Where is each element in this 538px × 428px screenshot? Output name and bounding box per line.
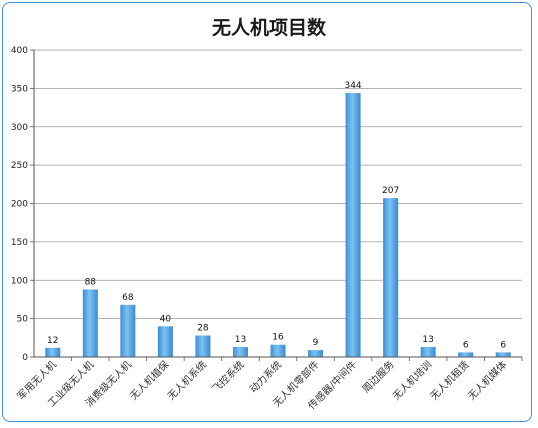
data-label: 207	[382, 186, 399, 196]
y-tick-label: 200	[11, 200, 28, 210]
chart-title: 无人机项目数	[211, 17, 326, 39]
data-label: 13	[422, 335, 433, 345]
bar	[120, 304, 136, 357]
y-tick-label: 150	[11, 238, 28, 248]
data-label: 88	[85, 277, 97, 287]
y-tick-label: 100	[11, 276, 28, 286]
data-labels: 12 88 68 40 28 13 16 9 344 207 13 6 6	[47, 81, 506, 350]
bar	[45, 347, 61, 357]
bar	[458, 352, 474, 357]
x-tick-label: 无人机租赁	[427, 358, 472, 403]
y-tick-label: 50	[17, 315, 29, 325]
bar	[195, 335, 211, 357]
bar	[157, 326, 173, 357]
y-tick-label: 350	[11, 84, 28, 94]
bar	[383, 198, 399, 357]
data-label: 12	[47, 336, 58, 346]
bar	[270, 344, 286, 357]
bar	[232, 347, 248, 357]
x-tick-label: 动力系统	[247, 358, 284, 395]
data-label: 344	[344, 81, 361, 91]
data-label: 16	[272, 333, 284, 343]
y-tick-label: 0	[22, 353, 28, 363]
gridlines	[34, 49, 522, 320]
data-label: 68	[122, 293, 134, 303]
x-tick-label: 无人机植保	[127, 358, 172, 403]
x-tick-label: 无人机系统	[164, 358, 209, 403]
bar	[495, 352, 511, 357]
bar	[308, 350, 324, 357]
data-label: 6	[463, 340, 469, 350]
data-label: 28	[197, 324, 209, 334]
data-label: 13	[235, 335, 246, 345]
data-label: 40	[160, 314, 172, 324]
y-tick-label: 250	[11, 161, 28, 171]
data-label: 9	[313, 338, 319, 348]
x-tick-label: 无人机培训	[390, 358, 435, 403]
bars	[45, 92, 511, 357]
x-tick-label: 飞控系统	[209, 358, 246, 395]
y-tick-label: 400	[11, 46, 28, 56]
y-axis-ticks: 0 50 100 150 200 250 300 350 400	[11, 46, 34, 363]
bar	[420, 347, 436, 357]
x-tick-label: 周边服务	[359, 358, 396, 395]
bar	[345, 92, 361, 357]
x-tick-label: 无人机媒体	[465, 358, 510, 403]
data-label: 6	[500, 340, 506, 350]
bar	[82, 289, 98, 357]
y-tick-label: 300	[11, 123, 28, 133]
